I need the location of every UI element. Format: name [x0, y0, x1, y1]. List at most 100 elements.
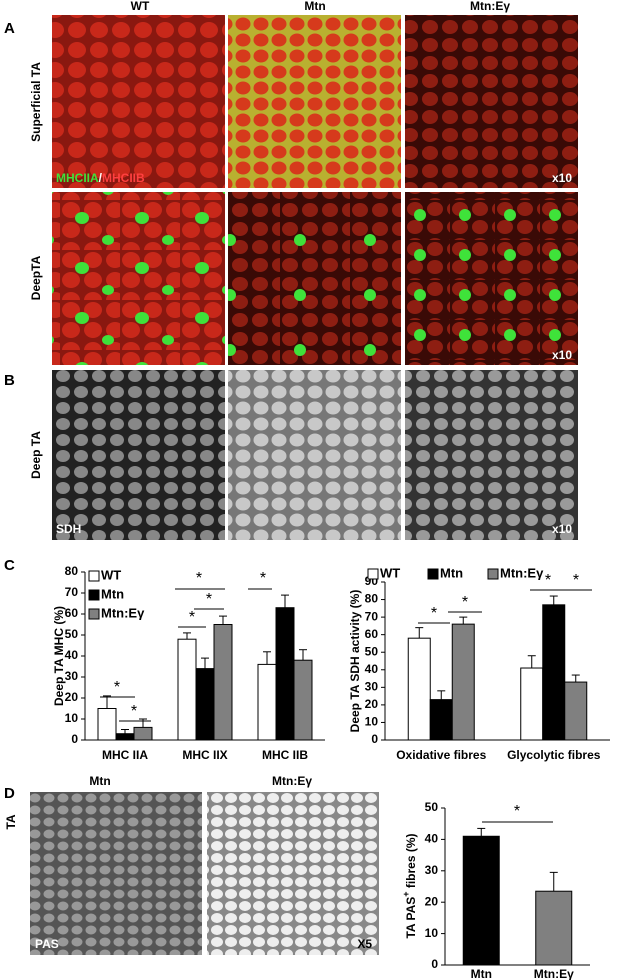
y-axis-label: Deep TA SDH activity (%): [348, 590, 362, 733]
legend-label: Mtn:Eγ: [500, 565, 544, 580]
significance-star: *: [196, 570, 202, 587]
stain-green: MHCIIA: [56, 171, 99, 185]
y-tick-label: 80: [365, 592, 379, 606]
micrograph: [52, 192, 225, 365]
bar: [275, 607, 295, 741]
bar: [564, 681, 588, 741]
x-tick-label: Oxidative fibres: [396, 748, 486, 762]
y-tick-label: 20: [365, 697, 379, 711]
legend-label: WT: [101, 567, 121, 582]
stain-label: PAS: [35, 937, 59, 951]
micrograph: [405, 15, 578, 188]
magnification: x10: [552, 348, 572, 362]
legend-label: WT: [380, 565, 400, 580]
row-label: DeepTA: [29, 255, 43, 300]
micrograph: [405, 370, 578, 540]
column-header: Mtn:Eγ: [470, 0, 510, 13]
stain-label: MHCIIA/MHCIIB: [56, 171, 145, 185]
bar: [257, 663, 277, 741]
panel-label: C: [4, 557, 15, 574]
legend-swatch: [367, 568, 379, 580]
legend-swatch: [88, 589, 100, 601]
micrograph: [228, 15, 401, 188]
column-header: Mtn: [304, 0, 325, 13]
bar: [213, 624, 233, 741]
micrograph: [228, 370, 401, 540]
bar: [520, 667, 544, 741]
significance-star: *: [545, 572, 551, 589]
y-tick-label: 40: [425, 832, 439, 846]
y-tick-label: 50: [365, 644, 379, 658]
micrograph: [30, 792, 202, 955]
y-tick-label: 70: [65, 585, 79, 599]
legend-label: Mtn: [101, 586, 124, 601]
y-tick-label: 70: [365, 609, 379, 623]
significance-star: *: [189, 609, 195, 626]
x-tick-label: Mtn: [471, 967, 492, 980]
y-tick-label: 20: [65, 690, 79, 704]
x-tick-label: Mtn:Eγ: [534, 967, 574, 980]
row-label: Superficial TA: [29, 62, 43, 142]
y-tick-label: 40: [65, 648, 79, 662]
y-tick-label: 60: [365, 627, 379, 641]
bar: [462, 835, 500, 966]
panel-label: B: [4, 372, 15, 389]
bar: [177, 638, 197, 741]
y-label-text: TA PAS: [404, 897, 418, 939]
x-tick-label: MHC IIA: [102, 748, 148, 762]
legend-label: Mtn: [440, 565, 463, 580]
bar: [542, 604, 566, 741]
y-tick-label: 50: [425, 800, 439, 814]
significance-star: *: [206, 591, 212, 608]
y-tick-label: 0: [431, 957, 438, 971]
micrograph: [207, 792, 379, 955]
bar: [407, 637, 431, 741]
y-tick-label: 80: [65, 564, 79, 578]
y-axis-label: TA PAS+ fibres (%): [401, 833, 418, 938]
column-header: WT: [131, 0, 150, 13]
y-tick-label: 50: [65, 627, 79, 641]
y-tick-label: 60: [65, 606, 79, 620]
legend-swatch: [88, 608, 100, 620]
legend-label: Mtn:Eγ: [101, 605, 145, 620]
y-tick-label: 30: [425, 863, 439, 877]
bar: [133, 726, 153, 741]
y-tick-label: 20: [425, 894, 439, 908]
legend-swatch: [88, 570, 100, 582]
bar: [97, 708, 117, 741]
y-tick-label: 0: [371, 732, 378, 746]
micrograph: [228, 192, 401, 365]
stain-separator: /: [99, 171, 103, 185]
x-tick-label: MHC IIB: [262, 748, 308, 762]
y-label-text: Deep TA SDH activity (%): [348, 590, 362, 733]
image-title: Mtn:Eγ: [272, 774, 312, 788]
y-axis-label: Deep TA MHC (%): [52, 606, 66, 706]
legend-swatch: [427, 568, 439, 580]
x-tick-label: Glycolytic fibres: [507, 748, 601, 762]
panel-label: D: [4, 785, 15, 802]
stain-red: MHCIIB: [102, 171, 145, 185]
significance-star: *: [573, 572, 579, 589]
bar: [429, 699, 453, 741]
bar: [293, 659, 313, 741]
image-title: Mtn: [89, 774, 110, 788]
significance-star: *: [462, 594, 468, 611]
legend-swatch: [487, 568, 499, 580]
magnification: x10: [552, 171, 572, 185]
y-tick-label: 0: [71, 732, 78, 746]
magnification: X5: [357, 937, 372, 951]
y-tick-label: 40: [365, 662, 379, 676]
micrograph: [52, 15, 225, 188]
stain-label: SDH: [56, 522, 81, 536]
y-tick-label: 10: [65, 711, 79, 725]
micrograph: [52, 370, 225, 540]
y-label-superscript: +: [401, 891, 411, 896]
significance-star: *: [114, 679, 120, 696]
y-label-text: Deep TA MHC (%): [52, 606, 66, 706]
bar: [535, 890, 573, 966]
x-tick-label: MHC IIX: [182, 748, 227, 762]
y-label-text: fibres (%): [404, 833, 418, 891]
y-tick-label: 10: [365, 715, 379, 729]
micrograph: [405, 192, 578, 365]
